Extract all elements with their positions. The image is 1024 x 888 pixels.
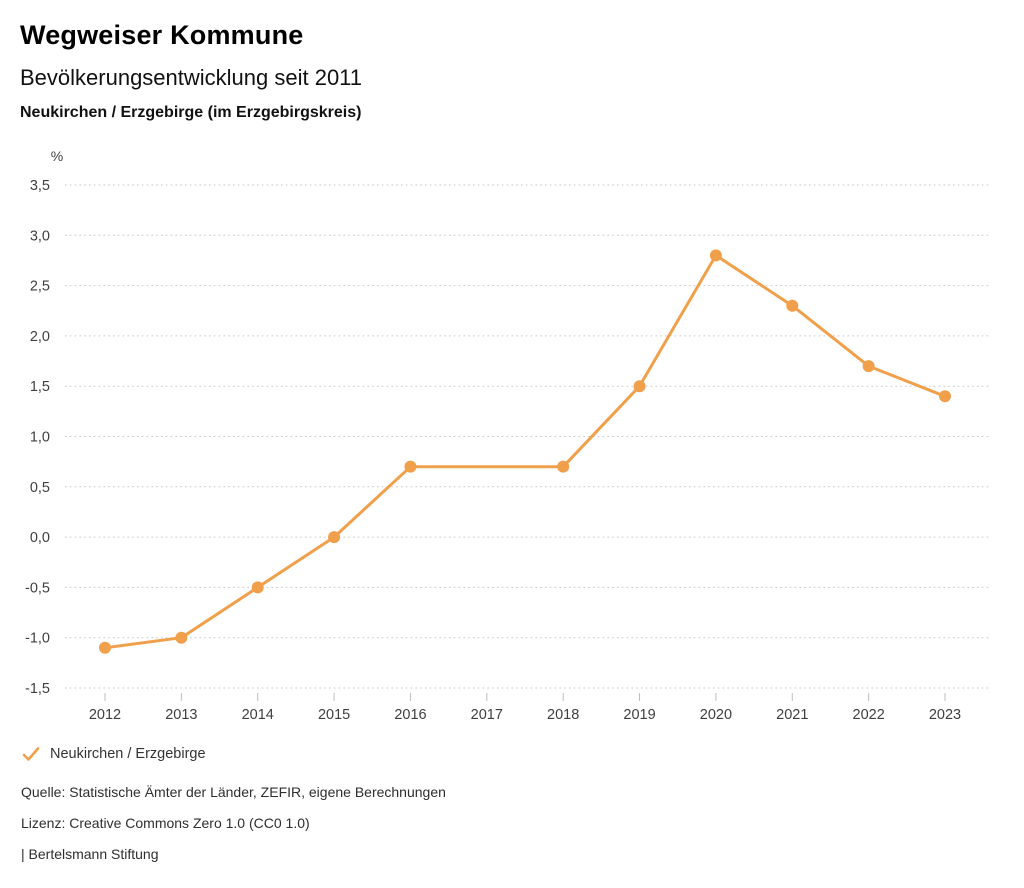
- line-chart-svg: %3,5 3,0 2,5 2,0 1,5 1,0 0,5 0,0 -0,5 -1,0 -1,5 201…: [25, 148, 989, 723]
- x-axis-year-label: 2016: [394, 707, 426, 723]
- x-axis-year-label: 2019: [623, 707, 655, 723]
- x-axis-year-label: 2012: [89, 707, 121, 723]
- y-axis-tick-label: 3,0: [30, 228, 50, 244]
- page-title: Wegweiser Kommune: [20, 20, 304, 50]
- attribution-note: | Bertelsmann Stiftung: [21, 846, 159, 862]
- legend-item-neukirchen[interactable]: Neukirchen / Erzgebirge: [22, 744, 206, 764]
- x-axis-year-label: 2017: [471, 707, 503, 723]
- series-line: [103, 253, 947, 650]
- y-axis-unit-label: %: [51, 148, 63, 164]
- data-point-2021[interactable]: [786, 299, 799, 312]
- data-point-2013[interactable]: [175, 631, 188, 644]
- y-axis-tick-label: 2,0: [30, 329, 50, 345]
- data-point-2022[interactable]: [862, 360, 875, 373]
- chart-region-subtitle: Neukirchen / Erzgebirge (im Erzgebirgskr…: [20, 104, 362, 121]
- y-axis-tick-label: -1,0: [25, 631, 50, 647]
- data-point-2016[interactable]: [404, 460, 417, 473]
- data-point-2014[interactable]: [251, 581, 264, 594]
- x-axis-year-label: 2014: [242, 707, 274, 723]
- legend-checkmark-icon: [22, 747, 40, 761]
- data-point-2023[interactable]: [939, 390, 951, 403]
- data-point-2018[interactable]: [557, 460, 570, 473]
- chart-title: Bevölkerungsentwicklung seit 2011: [20, 65, 363, 90]
- y-axis-tick-label: 2,5: [30, 279, 50, 295]
- x-axis-year-label: 2018: [547, 707, 579, 723]
- x-axis-year-label: 2023: [929, 707, 961, 723]
- line-chart-plot-area: % 3,5 3,0 2,5 2,0 1,5 1,0 0,5 0,0 -0,5 -1,0 -1,5 201…: [0, 140, 1024, 732]
- data-point-2012[interactable]: [99, 641, 111, 654]
- data-point-2015[interactable]: [328, 531, 341, 544]
- y-axis-tick-label: 1,5: [30, 379, 50, 395]
- x-axis-year-label: 2015: [318, 707, 350, 723]
- y-axis-tick-label: 0,0: [30, 530, 50, 546]
- y-axis-tick-label: 3,5: [30, 178, 50, 194]
- legend-label: Neukirchen / Erzgebirge: [50, 746, 206, 762]
- source-note: Quelle: Statistische Ämter der Länder, Z…: [21, 784, 446, 800]
- data-point-2019[interactable]: [633, 380, 646, 393]
- license-note: Lizenz: Creative Commons Zero 1.0 (CC0 1…: [21, 815, 310, 831]
- x-axis-year-label: 2013: [165, 707, 197, 723]
- data-point-2020[interactable]: [709, 249, 722, 262]
- x-axis-year-label: 2022: [853, 707, 885, 723]
- x-axis-year-label: 2020: [700, 707, 732, 723]
- y-axis-tick-label: 0,5: [30, 480, 50, 496]
- y-axis-tick-label: -0,5: [25, 580, 50, 596]
- y-axis-tick-label: -1,5: [25, 681, 50, 697]
- y-axis-tick-label: 1,0: [30, 430, 50, 446]
- x-axis-year-label: 2021: [776, 707, 808, 723]
